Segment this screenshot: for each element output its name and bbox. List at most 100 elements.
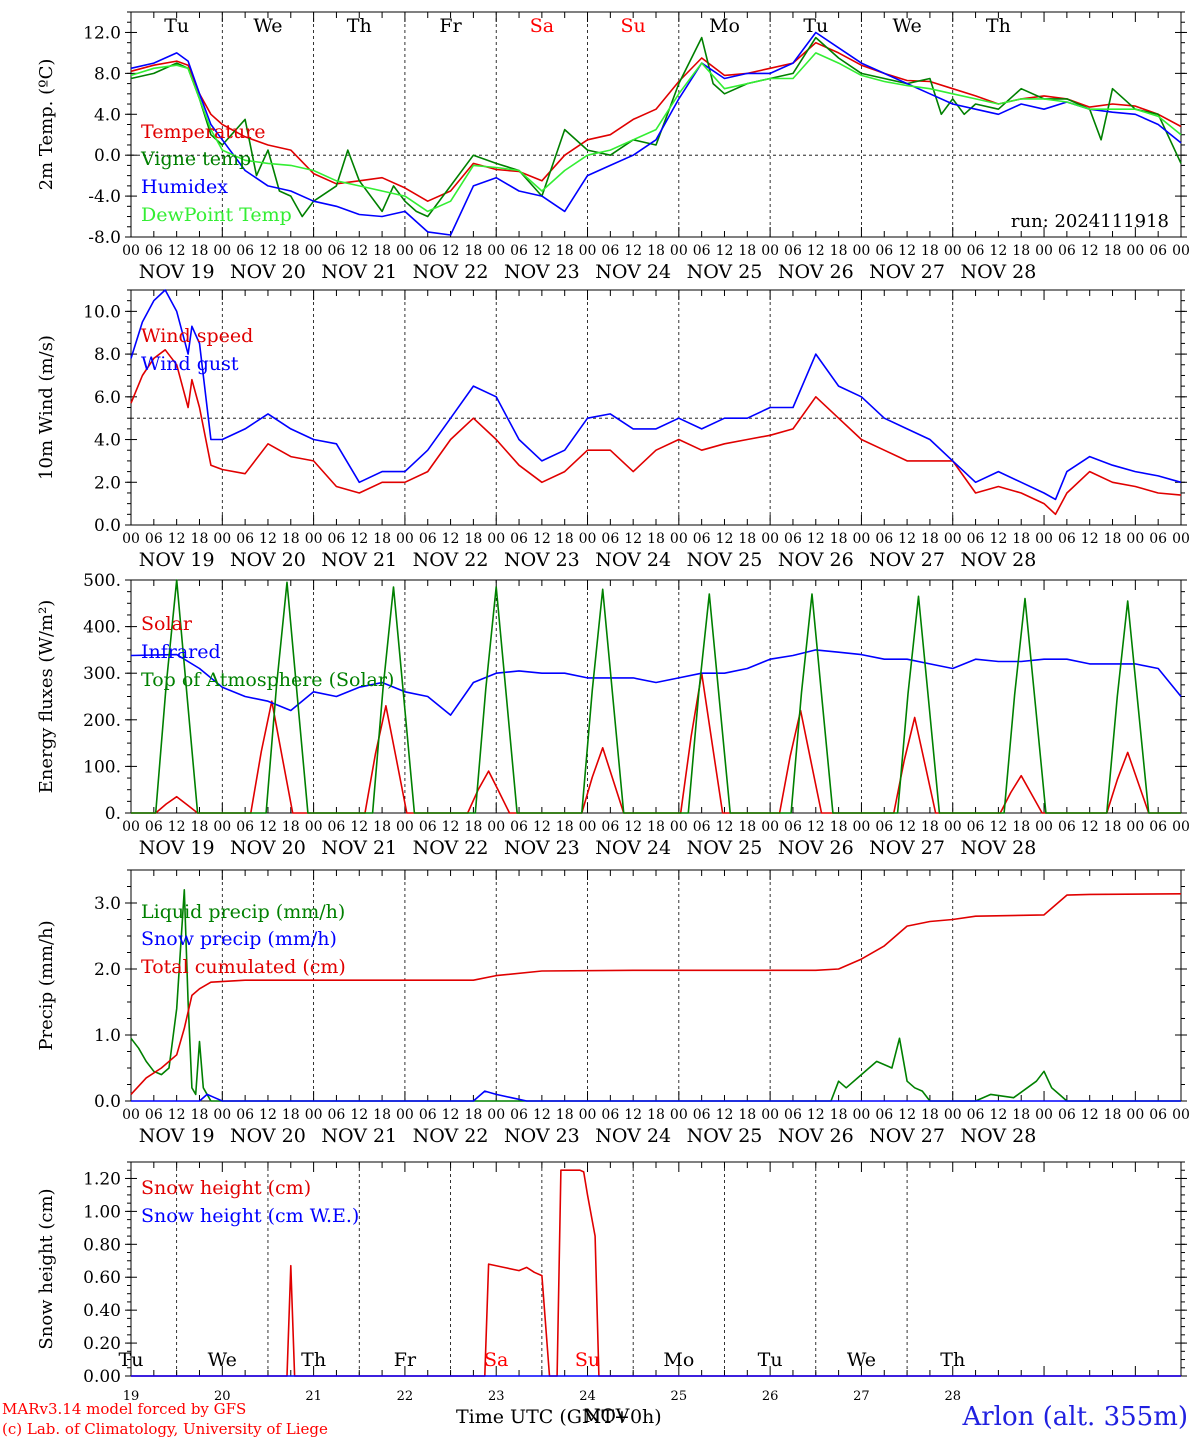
hour-tick-label: 06	[601, 1107, 619, 1123]
date-label-nov-24: NOV 24	[595, 1125, 671, 1147]
hour-tick-label: 18	[1012, 1107, 1030, 1123]
hour-tick-label: 18	[464, 531, 482, 547]
hour-tick-label: 12	[898, 243, 916, 259]
y-tick-label: 4.0	[94, 431, 121, 451]
y-axis-label: Snow height (cm)	[36, 1188, 57, 1349]
hour-tick-label: 00	[487, 243, 505, 259]
day-number-label: 28	[944, 1389, 961, 1404]
hour-tick-label: 00	[1126, 819, 1144, 835]
hour-tick-label: 12	[168, 531, 186, 547]
legend-liquid-precip-mm-h-: Liquid precip (mm/h)	[141, 901, 345, 923]
date-label-nov-22: NOV 22	[413, 837, 489, 859]
hour-tick-label: 06	[601, 243, 619, 259]
y-tick-label: 10.0	[83, 302, 121, 322]
hour-tick-label: 12	[624, 819, 642, 835]
hour-tick-label: 00	[761, 243, 779, 259]
hour-tick-label: 12	[168, 243, 186, 259]
date-label-nov-21: NOV 21	[321, 837, 397, 859]
weekday-label: We	[847, 1349, 876, 1371]
hour-tick-label: 06	[419, 243, 437, 259]
hour-tick-label: 18	[1104, 819, 1122, 835]
hour-tick-label: 00	[853, 819, 871, 835]
hour-tick-label: 12	[1081, 531, 1099, 547]
hour-tick-label: 12	[989, 819, 1007, 835]
series-line-snow-precip-mm-h-	[131, 1090, 1181, 1102]
date-label-nov-21: NOV 21	[321, 1125, 397, 1147]
weekday-label: Tu	[119, 1349, 144, 1371]
y-tick-label: 0.0	[94, 146, 121, 166]
y-axis-label: 2m Temp. (ºC)	[36, 59, 57, 191]
hour-tick-label: 12	[533, 531, 551, 547]
weekday-label: Th	[940, 1349, 965, 1371]
hour-tick-label: 00	[1035, 1107, 1053, 1123]
panel-5	[125, 1161, 1187, 1377]
hour-tick-label: 06	[1058, 531, 1076, 547]
series-line-total-cumulated-cm-	[130, 893, 1182, 1095]
hour-tick-label: 18	[556, 819, 574, 835]
hour-tick-label: 12	[533, 819, 551, 835]
hour-tick-label: 06	[328, 819, 346, 835]
date-label-nov-25: NOV 25	[687, 837, 763, 859]
hour-tick-label: 12	[716, 243, 734, 259]
date-label-nov-25: NOV 25	[687, 261, 763, 283]
hour-tick-label: 12	[350, 243, 368, 259]
date-label-nov-20: NOV 20	[230, 837, 306, 859]
y-tick-label: 200.	[83, 711, 121, 731]
hour-tick-label: 00	[213, 531, 231, 547]
y-tick-label: 12.0	[83, 23, 121, 43]
hour-tick-label: 12	[1081, 819, 1099, 835]
legend-total-cumulated-cm-: Total cumulated (cm)	[141, 956, 346, 978]
series-line-liquid-precip-mm-h-	[130, 888, 1181, 1102]
hour-tick-label: 12	[989, 243, 1007, 259]
weekday-label: Sa	[530, 15, 554, 37]
hour-tick-label: 00	[487, 1107, 505, 1123]
hour-tick-label: 18	[647, 819, 665, 835]
series-line-wind-gust	[130, 289, 1182, 501]
hour-tick-label: 00	[670, 819, 688, 835]
hour-tick-label: 12	[716, 819, 734, 835]
y-tick-label: 0.00	[83, 1367, 121, 1387]
hour-tick-label: 18	[373, 531, 391, 547]
hour-tick-label: 06	[967, 531, 985, 547]
series-line-infrared	[130, 649, 1182, 716]
weekday-label: Th	[347, 15, 372, 37]
hour-tick-label: 00	[213, 243, 231, 259]
date-label-nov-19: NOV 19	[139, 261, 215, 283]
hour-tick-label: 00	[487, 819, 505, 835]
hour-tick-label: 18	[464, 243, 482, 259]
hour-tick-label: 12	[259, 243, 277, 259]
hour-tick-label: 00	[122, 531, 140, 547]
hour-tick-label: 18	[1012, 531, 1030, 547]
hour-tick-label: 18	[282, 1107, 300, 1123]
hour-tick-label: 00	[396, 531, 414, 547]
hour-tick-label: 18	[1012, 243, 1030, 259]
hour-tick-label: 00	[579, 531, 597, 547]
hour-tick-label: 12	[533, 243, 551, 259]
series-line-wind-speed	[130, 348, 1182, 516]
legend-wind-gust: Wind gust	[141, 353, 239, 375]
hour-tick-label: 06	[1058, 819, 1076, 835]
day-number-label: 24	[579, 1389, 596, 1404]
hour-tick-label: 18	[647, 1107, 665, 1123]
hour-tick-label: 12	[168, 1107, 186, 1123]
hour-tick-label: 00	[1035, 243, 1053, 259]
hour-tick-label: 12	[1081, 1107, 1099, 1123]
hour-tick-label: 06	[693, 819, 711, 835]
hour-tick-label: 00	[944, 1107, 962, 1123]
y-tick-label: 1.00	[83, 1202, 121, 1222]
model-credit: MARv3.14 model forced by GFS	[2, 1400, 247, 1418]
date-label-nov-27: NOV 27	[869, 549, 945, 571]
legend-dewpoint-temp: DewPoint Temp	[141, 204, 292, 226]
weekday-label: We	[892, 15, 921, 37]
y-tick-label: 400.	[83, 618, 121, 638]
hour-tick-label: 00	[1126, 531, 1144, 547]
legend-vigne-temp: Vigne temp	[140, 148, 251, 170]
hour-tick-label: 00	[761, 531, 779, 547]
date-label-nov-23: NOV 23	[504, 837, 580, 859]
date-label-nov-27: NOV 27	[869, 261, 945, 283]
hour-tick-label: 12	[350, 531, 368, 547]
date-label-nov-24: NOV 24	[595, 837, 671, 859]
date-label-nov-21: NOV 21	[321, 549, 397, 571]
weekday-label: Sa	[484, 1349, 508, 1371]
series-line-temperature	[130, 41, 1182, 202]
